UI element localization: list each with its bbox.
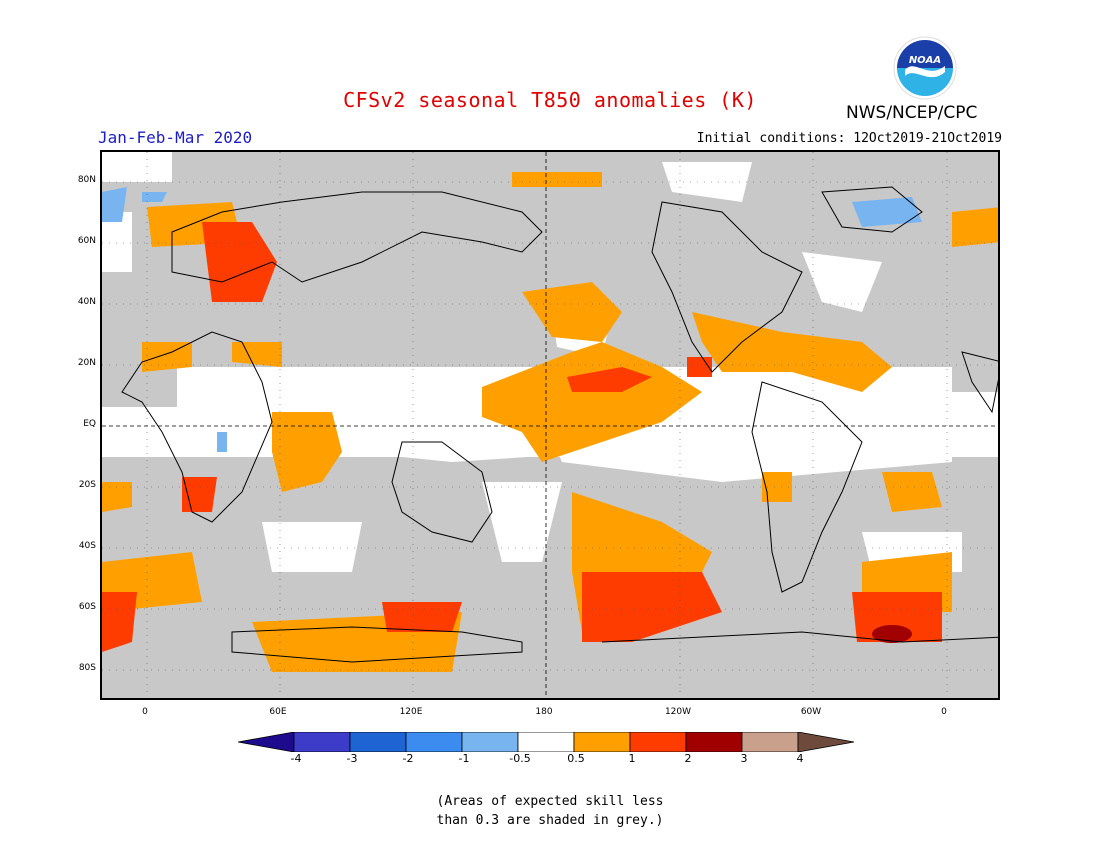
colorbar (238, 732, 855, 752)
colorbar-tick: 3 (740, 752, 748, 765)
lon-label-180: 180 (535, 707, 553, 717)
coastlines (121, 186, 998, 663)
organization-label: NWS/NCEP/CPC (846, 103, 978, 123)
colorbar-tick: 0.5 (567, 752, 585, 765)
warm-anomaly-regions-1-2 (102, 222, 942, 652)
initial-conditions-label: Initial conditions: 12Oct2019-21Oct2019 (696, 131, 1002, 146)
cool-anomaly-regions (102, 187, 922, 452)
lon-label-60w: 60W (800, 707, 822, 717)
skill-note-line-2: than 0.3 are shaded in grey.) (436, 813, 664, 828)
colorbar-segment-0 (238, 732, 295, 752)
colorbar-tick: -0.5 (509, 752, 531, 765)
colorbar-segment-1 (293, 732, 351, 752)
colorbar-tick: 4 (796, 752, 804, 765)
map-title: CFSv2 seasonal T850 anomalies (K) (343, 88, 757, 112)
lat-label-60s: 60S (78, 602, 96, 612)
season-label: Jan-Feb-Mar 2020 (98, 128, 253, 147)
graticule (102, 152, 998, 698)
lon-label-120e: 120E (399, 707, 423, 717)
colorbar-tick: 2 (684, 752, 692, 765)
anomaly-map-canvas (102, 152, 998, 698)
lat-label-40n: 40N (77, 297, 96, 307)
skill-note: (Areas of expected skill less than 0.3 a… (0, 792, 1100, 830)
lat-label-80n: 80N (77, 175, 96, 185)
anomaly-map (100, 150, 1000, 700)
svg-text:NOAA: NOAA (909, 55, 941, 66)
colorbar-segment-8 (685, 732, 743, 752)
lat-label-eq: EQ (83, 419, 96, 429)
noaa-logo: NOAA (893, 36, 957, 100)
colorbar-tick: 1 (628, 752, 636, 765)
colorbar-segment-3 (405, 732, 463, 752)
colorbar-tick: -1 (458, 752, 470, 765)
lon-label-0-east: 0 (941, 707, 947, 717)
colorbar-tick: -2 (402, 752, 414, 765)
colorbar-tick: -4 (290, 752, 302, 765)
lat-label-60n: 60N (77, 236, 96, 246)
colorbar-segment-2 (349, 732, 407, 752)
skill-note-line-1: (Areas of expected skill less (436, 794, 664, 809)
lon-label-120w: 120W (664, 707, 692, 717)
colorbar-segment-4 (461, 732, 519, 752)
lon-label-60e: 60E (269, 707, 287, 717)
warm-anomaly-regions-05-1 (102, 172, 998, 672)
colorbar-segment-5 (517, 732, 575, 752)
colorbar-segment-7 (629, 732, 687, 752)
lat-label-40s: 40S (78, 541, 96, 551)
colorbar-segment-10 (797, 732, 855, 752)
lat-label-20n: 20N (77, 358, 96, 368)
warm-anomaly-regions-2-3 (872, 625, 912, 643)
lat-label-20s: 20S (78, 480, 96, 490)
lat-label-80s: 80S (78, 663, 96, 673)
colorbar-segment-9 (741, 732, 799, 752)
colorbar-segment-6 (573, 732, 631, 752)
colorbar-tick: -3 (346, 752, 358, 765)
lon-label-0-west: 0 (142, 707, 148, 717)
